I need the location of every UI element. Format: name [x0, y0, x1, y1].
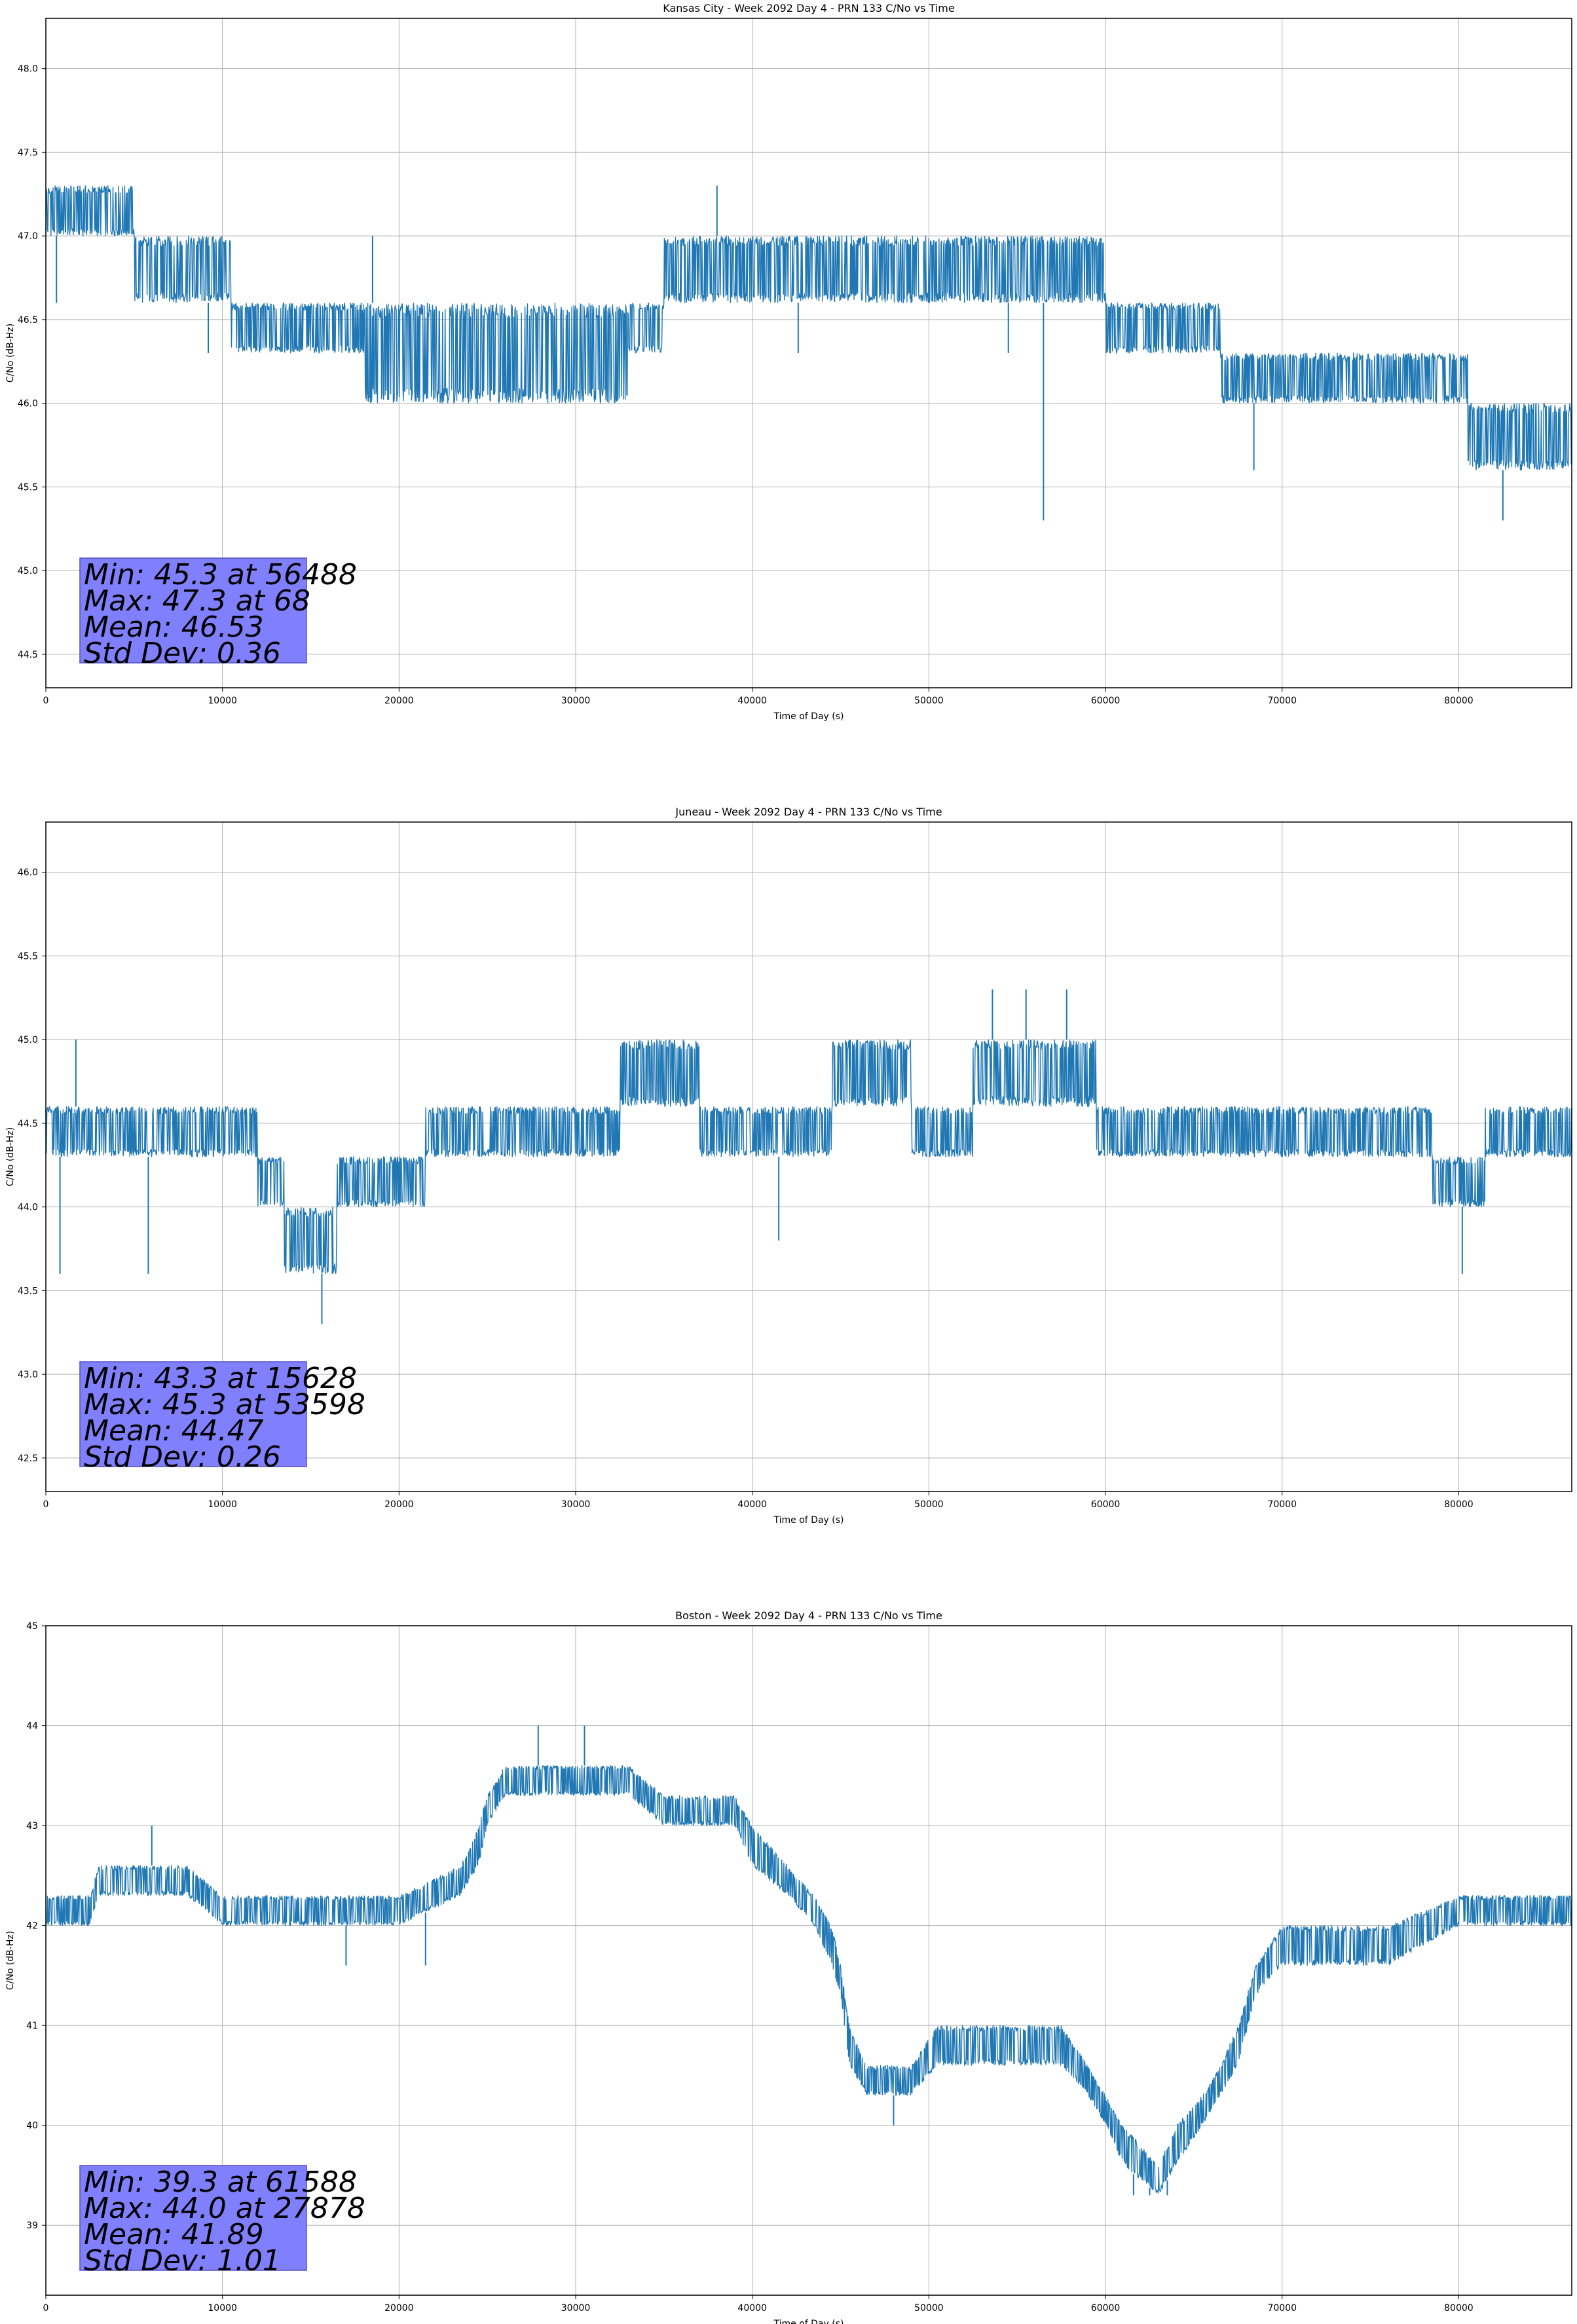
- x-tick-label: 20000: [384, 1499, 414, 1510]
- y-tick-label: 40: [26, 2121, 38, 2131]
- stats-line: Std Dev: 0.36: [84, 637, 281, 670]
- y-tick-label: 42: [26, 1921, 38, 1932]
- y-tick-label: 43: [26, 1821, 38, 1831]
- y-axis-label: C/No (dB-Hz): [5, 324, 16, 383]
- y-tick-label: 45.5: [18, 951, 38, 962]
- stats-line: Max: 47.3 at 68: [84, 584, 310, 618]
- x-axis-label: Time of Day (s): [773, 2319, 844, 2324]
- axes-frame: [45, 1625, 1572, 2296]
- y-tick-label: 46.0: [18, 399, 38, 409]
- x-tick-label: 60000: [1091, 696, 1121, 706]
- chart-2: Boston - Week 2092 Day 4 - PRN 133 C/No …: [5, 1609, 1572, 2324]
- y-tick-label: 45: [26, 1621, 38, 1632]
- stats-line: Std Dev: 0.26: [84, 1440, 281, 1474]
- x-tick-label: 80000: [1444, 1499, 1474, 1510]
- axes-frame: [45, 821, 1572, 1492]
- x-axis-label: Time of Day (s): [773, 1515, 844, 1526]
- x-tick-label: 10000: [208, 1499, 237, 1510]
- stats-line: Min: 39.3 at 61588: [84, 2165, 357, 2199]
- y-tick-label: 47.5: [18, 147, 38, 158]
- x-tick-label: 10000: [208, 696, 237, 706]
- y-tick-label: 44.5: [18, 1119, 38, 1129]
- x-tick-label: 60000: [1091, 2303, 1121, 2314]
- chart-title: Juneau - Week 2092 Day 4 - PRN 133 C/No …: [675, 806, 942, 818]
- stats-box: [79, 557, 307, 664]
- x-tick-label: 80000: [1444, 696, 1474, 706]
- x-tick-label: 80000: [1444, 2303, 1474, 2314]
- data-trace: [45, 1039, 1572, 1275]
- x-tick-label: 20000: [384, 696, 414, 706]
- x-tick-label: 50000: [914, 2303, 944, 2314]
- x-tick-label: 30000: [561, 2303, 591, 2314]
- stats-line: Max: 44.0 at 27878: [84, 2192, 365, 2225]
- y-tick-label: 43.0: [18, 1370, 38, 1380]
- y-tick-label: 42.5: [18, 1453, 38, 1464]
- x-tick-label: 30000: [561, 1499, 591, 1510]
- y-tick-label: 44.5: [18, 650, 38, 660]
- y-tick-label: 45.0: [18, 566, 38, 576]
- y-tick-label: 45.0: [18, 1035, 38, 1045]
- stats-line: Mean: 41.89: [84, 2218, 264, 2251]
- y-tick-label: 46.5: [18, 315, 38, 326]
- x-tick-label: 30000: [561, 696, 591, 706]
- y-tick-label: 46.0: [18, 868, 38, 878]
- stats-line: Min: 43.3 at 15628: [84, 1362, 357, 1395]
- x-tick-label: 50000: [914, 696, 944, 706]
- data-trace: [45, 185, 1572, 471]
- x-tick-label: 20000: [384, 2303, 414, 2314]
- y-tick-label: 39: [26, 2221, 38, 2231]
- x-tick-label: 70000: [1267, 1499, 1297, 1510]
- y-axis-label: C/No (dB-Hz): [5, 1127, 16, 1186]
- x-tick-label: 40000: [737, 1499, 767, 1510]
- x-tick-label: 70000: [1267, 696, 1297, 706]
- chart-title: Kansas City - Week 2092 Day 4 - PRN 133 …: [663, 2, 954, 14]
- stats-box: [79, 2165, 307, 2271]
- y-tick-label: 45.5: [18, 482, 38, 493]
- axes-frame: [45, 18, 1572, 688]
- y-tick-label: 44.0: [18, 1203, 38, 1213]
- x-tick-label: 0: [43, 2303, 49, 2314]
- data-trace: [45, 1765, 1572, 2194]
- stats-box: [79, 1361, 307, 1467]
- x-tick-label: 10000: [208, 2303, 237, 2314]
- x-tick-label: 0: [43, 696, 49, 706]
- y-tick-label: 48.0: [18, 64, 38, 75]
- x-tick-label: 60000: [1091, 1499, 1121, 1510]
- x-tick-label: 0: [43, 1499, 49, 1510]
- chart-0: Kansas City - Week 2092 Day 4 - PRN 133 …: [5, 2, 1572, 722]
- x-tick-label: 40000: [737, 2303, 767, 2314]
- stats-line: Std Dev: 1.01: [84, 2244, 281, 2277]
- x-tick-label: 40000: [737, 696, 767, 706]
- y-tick-label: 47.0: [18, 231, 38, 242]
- x-tick-label: 50000: [914, 1499, 944, 1510]
- y-axis-label: C/No (dB-Hz): [5, 1931, 16, 1990]
- y-tick-label: 41: [26, 2021, 38, 2031]
- x-tick-label: 70000: [1267, 2303, 1297, 2314]
- y-tick-label: 44: [26, 1721, 38, 1732]
- stats-line: Max: 45.3 at 53598: [84, 1388, 365, 1421]
- stats-line: Mean: 44.47: [84, 1414, 264, 1448]
- x-axis-label: Time of Day (s): [773, 711, 844, 722]
- chart-title: Boston - Week 2092 Day 4 - PRN 133 C/No …: [675, 1609, 942, 1622]
- y-tick-label: 43.5: [18, 1286, 38, 1296]
- stats-line: Min: 45.3 at 56488: [84, 558, 357, 591]
- chart-1: Juneau - Week 2092 Day 4 - PRN 133 C/No …: [5, 806, 1572, 1526]
- stats-line: Mean: 46.53: [84, 610, 264, 644]
